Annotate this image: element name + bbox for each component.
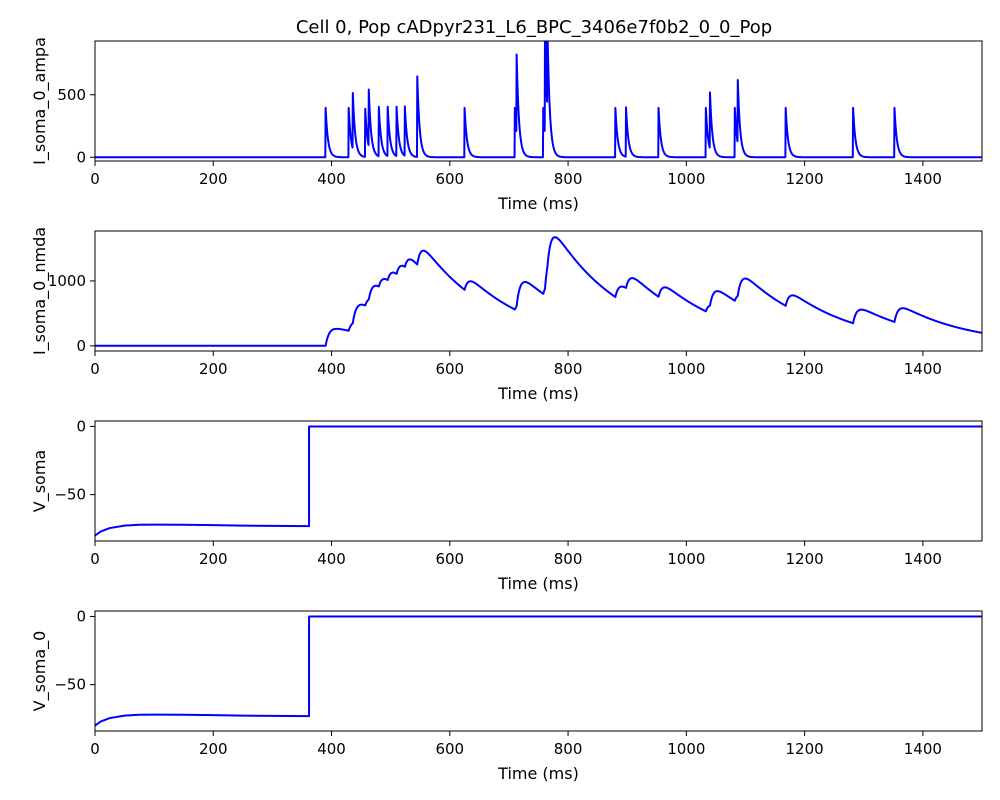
- x-axis-label: Time (ms): [497, 764, 579, 783]
- y-tick-label: −50: [54, 676, 86, 694]
- x-tick-label: 1200: [786, 360, 824, 378]
- figure-title: Cell 0, Pop cADpyr231_L6_BPC_3406e7f0b2_…: [296, 17, 772, 38]
- x-tick-label: 1200: [786, 170, 824, 188]
- plot-frame-1: [94, 40, 983, 162]
- y-tick-label: 1000: [48, 272, 86, 290]
- y-axis-label: V_soma_0: [30, 631, 50, 712]
- x-tick-label: 1200: [786, 550, 824, 568]
- subplot-2: 0 200 400 600 800 1000 1200 1400 0 1000 Time (ms) I…: [30, 227, 983, 403]
- x-tick-label: 1000: [667, 360, 705, 378]
- x-tick-label: 200: [199, 550, 228, 568]
- x-axis-label: Time (ms): [497, 194, 579, 213]
- x-tick-label: 400: [317, 550, 346, 568]
- x-tick-label: 1200: [786, 740, 824, 758]
- series-line-4: [95, 615, 982, 727]
- subplot-1: 0 200 400 600 800 1000 1200 1400 0 500 Time (ms) I_…: [30, 37, 983, 213]
- x-tick-label: 1400: [904, 360, 942, 378]
- x-tick-label: 600: [435, 740, 464, 758]
- x-tick-label: 800: [554, 740, 583, 758]
- x-tick-label: 0: [90, 360, 100, 378]
- panels: 0 200 400 600 800 1000 1200 1400 0 500 Time (ms) I_…: [30, 37, 983, 783]
- x-tick-label: 1400: [904, 550, 942, 568]
- x-tick-label: 0: [90, 740, 100, 758]
- x-tick-label: 800: [554, 360, 583, 378]
- series-line-2: [95, 236, 982, 347]
- x-tick-label: 800: [554, 550, 583, 568]
- x-tick-label: 200: [199, 740, 228, 758]
- y-tick-label: 0: [76, 148, 86, 166]
- subplot-3: 0 200 400 600 800 1000 1200 1400 0 −50 Time (ms) V_…: [30, 417, 983, 593]
- x-tick-label: 200: [199, 170, 228, 188]
- x-axis-label: Time (ms): [497, 574, 579, 593]
- x-tick-label: 600: [435, 550, 464, 568]
- series-line-3: [95, 425, 982, 537]
- x-tick-label: 0: [90, 170, 100, 188]
- x-tick-label: 200: [199, 360, 228, 378]
- plot-frame-2: [94, 230, 983, 352]
- x-axis-label: Time (ms): [497, 384, 579, 403]
- y-tick-label: −50: [54, 486, 86, 504]
- x-tick-label: 1000: [667, 170, 705, 188]
- x-tick-label: 1400: [904, 740, 942, 758]
- x-tick-label: 1000: [667, 550, 705, 568]
- y-axis-label: I_soma_0_ampa: [30, 37, 50, 165]
- x-tick-label: 400: [317, 360, 346, 378]
- y-tick-label: 0: [76, 607, 86, 625]
- x-tick-label: 400: [317, 170, 346, 188]
- y-tick-label: 500: [57, 86, 86, 104]
- x-tick-label: 800: [554, 170, 583, 188]
- y-axis-label: V_soma: [30, 450, 50, 512]
- x-tick-label: 400: [317, 740, 346, 758]
- y-tick-label: 0: [76, 417, 86, 435]
- x-tick-label: 1400: [904, 170, 942, 188]
- x-tick-label: 0: [90, 550, 100, 568]
- subplot-4: 0 200 400 600 800 1000 1200 1400 0 −50 Time (ms) V_…: [30, 607, 983, 783]
- y-tick-label: 0: [76, 337, 86, 355]
- y-axis-label: I_soma_0_nmda: [30, 227, 50, 355]
- plot-frame-4: [94, 610, 983, 732]
- x-tick-label: 1000: [667, 740, 705, 758]
- x-tick-label: 600: [435, 170, 464, 188]
- series-line-1: [95, 41, 982, 159]
- x-tick-label: 600: [435, 360, 464, 378]
- plot-frame-3: [94, 420, 983, 542]
